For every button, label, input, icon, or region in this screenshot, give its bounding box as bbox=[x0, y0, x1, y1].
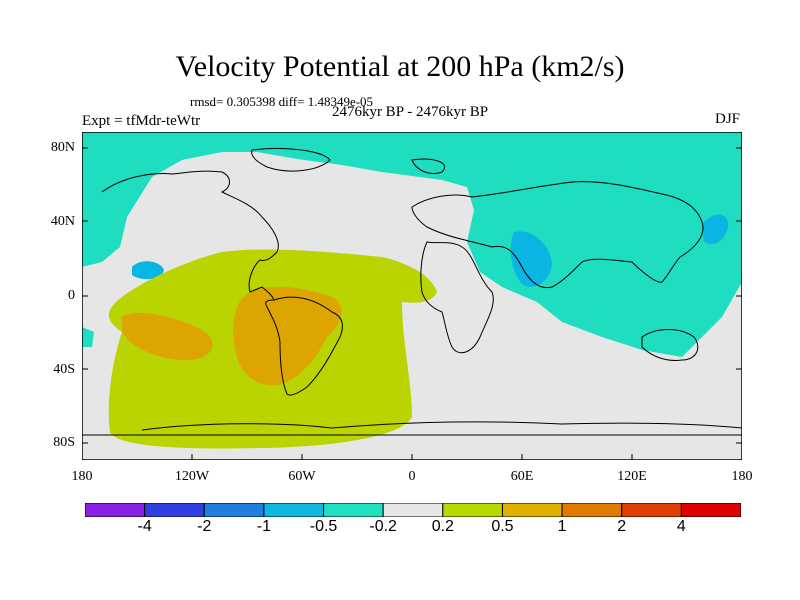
colorbar-swatch bbox=[144, 503, 205, 517]
colorbar-swatch bbox=[680, 503, 741, 517]
negative-anomaly-regions bbox=[82, 132, 742, 357]
chart-title: Velocity Potential at 200 hPa (km2/s) bbox=[175, 50, 625, 83]
colorbar-swatch bbox=[621, 503, 682, 517]
x-tick-label: 180 bbox=[71, 469, 93, 484]
colorbar bbox=[85, 503, 741, 517]
x-tick-label: 60E bbox=[510, 469, 534, 484]
colorbar-label: 4 bbox=[676, 518, 686, 535]
x-tick-label: 180 bbox=[731, 469, 753, 484]
colorbar-swatch bbox=[323, 503, 384, 517]
colorbar-label: 0.5 bbox=[491, 518, 514, 535]
y-tick-label: 80S bbox=[53, 435, 75, 450]
colorbar-swatch bbox=[203, 503, 265, 517]
colorbar-swatch bbox=[263, 503, 325, 517]
colorbar-swatch bbox=[561, 503, 623, 517]
colorbar-swatch bbox=[85, 503, 146, 517]
colorbar-label: -1 bbox=[256, 518, 272, 535]
colorbar-label: -4 bbox=[137, 518, 152, 535]
colorbar-label: 2 bbox=[617, 518, 627, 535]
y-tick-label: 0 bbox=[68, 288, 75, 303]
colorbar-label: 0.2 bbox=[431, 518, 454, 535]
colorbar-swatch bbox=[501, 503, 563, 517]
season-label: DJF bbox=[714, 111, 740, 127]
coastlines bbox=[82, 148, 742, 436]
y-tick-label: 80N bbox=[50, 140, 75, 155]
y-tick-label: 40N bbox=[50, 214, 75, 229]
colorbar-label: 1 bbox=[557, 518, 567, 535]
map-plot bbox=[82, 132, 742, 460]
x-tick-label: 0 bbox=[408, 469, 416, 484]
x-tick-label: 120W bbox=[174, 469, 210, 484]
colorbar-label: -0.5 bbox=[309, 518, 338, 535]
strong-positive-regions bbox=[122, 286, 342, 386]
map-ticks bbox=[82, 147, 742, 460]
experiment-label: Expt = tfMdr-teWtr bbox=[82, 113, 201, 129]
colorbar-swatch bbox=[442, 503, 503, 517]
subtitle: 2476kyr BP - 2476kyr BP bbox=[331, 104, 489, 120]
colorbar-label: -2 bbox=[197, 518, 212, 535]
y-tick-label: 40S bbox=[53, 362, 75, 377]
x-tick-label: 120E bbox=[617, 469, 647, 484]
colorbar-swatch bbox=[382, 503, 444, 517]
colorbar-label: -0.2 bbox=[369, 518, 397, 535]
strong-negative-regions bbox=[132, 214, 729, 287]
x-tick-label: 60W bbox=[288, 469, 316, 484]
stats-text: rmsd= 0.305398 diff= 1.48349e-05 bbox=[190, 94, 374, 109]
